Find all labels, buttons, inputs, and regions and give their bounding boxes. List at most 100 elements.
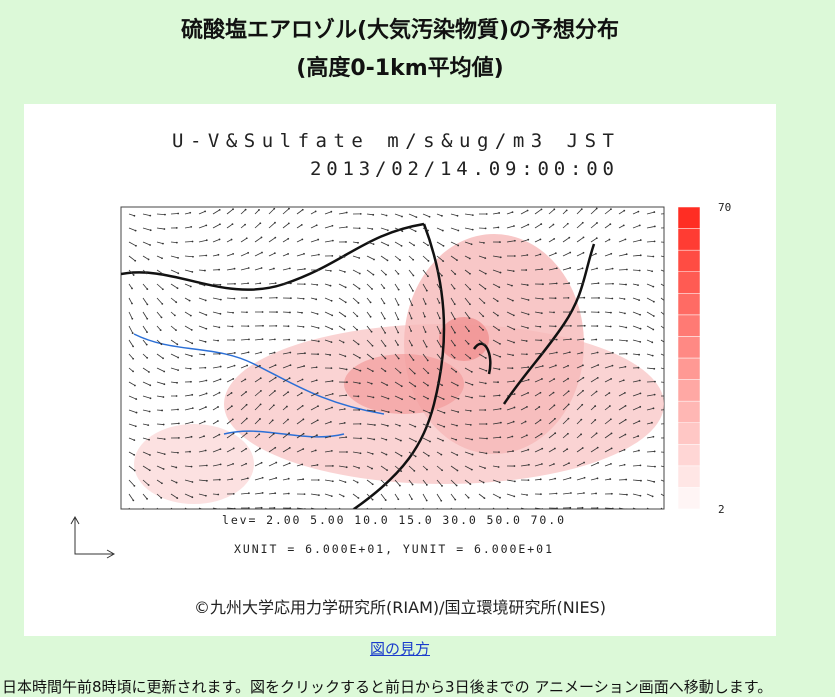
wind-arrow-head [247, 282, 249, 284]
wind-arrow [647, 451, 655, 452]
wind-arrow-head [150, 397, 152, 399]
wind-arrow-head [135, 398, 137, 400]
wind-arrow-head [204, 210, 206, 212]
wind-arrow-head [275, 462, 277, 464]
wind-arrow-head [583, 338, 585, 340]
wind-arrow-head [317, 353, 319, 355]
wind-arrow-head [372, 345, 374, 347]
wind-arrow-head [220, 448, 222, 450]
wind-arrow-head [637, 211, 639, 213]
wind-arrow-head [358, 257, 360, 259]
wind-arrow-head [638, 450, 640, 452]
wind-arrow-head [625, 327, 627, 329]
wind-arrow-head [470, 424, 472, 426]
wind-arrow-head [370, 316, 372, 318]
wind-arrow-head [401, 398, 403, 400]
wind-arrow-head [163, 383, 165, 385]
wind-arrow-head [163, 228, 165, 230]
wind-arrow-head [512, 354, 514, 356]
wind-arrow-head [554, 418, 556, 420]
wind-arrow-head [245, 209, 247, 211]
wind-arrow-head [150, 229, 152, 231]
wind-arrow-head [625, 238, 627, 240]
units: XUNIT = 6.000E+01, YUNIT = 6.000E+01 [234, 542, 552, 556]
wind-arrow-head [164, 214, 166, 216]
wind-arrow-head [513, 225, 515, 227]
wind-arrow-head [331, 407, 333, 409]
wind-arrow-head [653, 368, 655, 370]
wind-arrow-head [609, 223, 611, 225]
wind-arrow-head [626, 340, 628, 342]
wind-arrow-head [149, 469, 151, 471]
wind-arrow-head [612, 352, 614, 354]
wind-arrow-head [146, 331, 148, 333]
wind-arrow-head [513, 380, 515, 382]
wind-arrow-head [415, 455, 417, 457]
wind-arrow-head [665, 409, 667, 411]
wind-arrow-head [652, 256, 654, 258]
wind-arrow-head [245, 463, 247, 465]
wind-arrow-head [652, 329, 654, 331]
wind-arrow-head [610, 378, 612, 380]
wind-arrow-head [527, 239, 529, 241]
wind-arrow-head [219, 284, 221, 286]
wind-arrow-head [429, 441, 431, 443]
wind-arrow-head [177, 213, 179, 215]
wind-arrow-head [191, 496, 193, 498]
wind-arrow-head [191, 271, 193, 273]
wind-arrow-head [424, 316, 426, 318]
wind-arrow-head [597, 364, 599, 366]
wind-arrow-head [177, 369, 179, 371]
shade [344, 354, 464, 414]
wind-arrow-head [553, 404, 555, 406]
wind-arrow-head [652, 355, 654, 357]
wind-arrow-head [289, 462, 291, 464]
wind-arrow-head [427, 230, 429, 232]
wind-arrow-head [597, 462, 599, 464]
wind-arrow-head [219, 223, 221, 225]
wind-arrow-head [344, 408, 346, 410]
wind-arrow-head [401, 245, 403, 247]
wind-arrow-head [471, 243, 473, 245]
wind-arrow-head [262, 338, 264, 340]
wind-arrow [199, 255, 206, 256]
wind-arrow-head [469, 317, 471, 319]
help-link[interactable]: 図の見方 [0, 638, 800, 659]
wind-arrow-head [162, 357, 164, 359]
wind-arrow-head [232, 418, 234, 420]
wind-arrow [549, 283, 557, 284]
wind-arrow-head [332, 465, 334, 467]
wind-arrow-head [301, 464, 303, 466]
wind-arrow-head [439, 317, 441, 319]
wind-arrow-head [344, 315, 346, 317]
wind-arrow-head [500, 422, 502, 424]
wind-arrow-head [399, 425, 401, 427]
wind-arrow-head [483, 396, 485, 398]
wind-arrow-head [413, 470, 415, 472]
wind-arrow-head [640, 480, 642, 482]
wind-arrow-head [511, 436, 513, 438]
wind-arrow-head [514, 480, 516, 482]
wind-arrow-head [398, 304, 400, 306]
wind-arrow-head [246, 297, 248, 299]
wind-arrow-head [135, 425, 137, 427]
wind-arrow-head [581, 208, 583, 210]
wind-arrow-head [205, 328, 207, 330]
wind-arrow-head [371, 288, 373, 290]
wind-arrow-head [289, 447, 291, 449]
wind-arrow-head [287, 419, 289, 421]
wind-arrow-head [330, 211, 332, 213]
wind-arrow-head [161, 512, 163, 514]
wind-arrow-head [191, 355, 193, 357]
wind-arrow-head [443, 426, 445, 428]
wind-arrow-head [441, 384, 443, 386]
wind-arrow-head [486, 213, 488, 215]
wind-arrow-head [246, 237, 248, 239]
wind-arrow-head [373, 259, 375, 261]
forecast-image[interactable]: U-V&Sulfate m/s&ug/m3 JST 2013/02/14.09:… [24, 104, 776, 636]
wind-arrow-head [567, 378, 569, 380]
plot-title: U-V&Sulfate m/s&ug/m3 JST [172, 130, 614, 152]
wind-arrow-head [654, 394, 656, 396]
wind-arrow-head [471, 371, 473, 373]
wind-arrow-head [276, 311, 278, 313]
